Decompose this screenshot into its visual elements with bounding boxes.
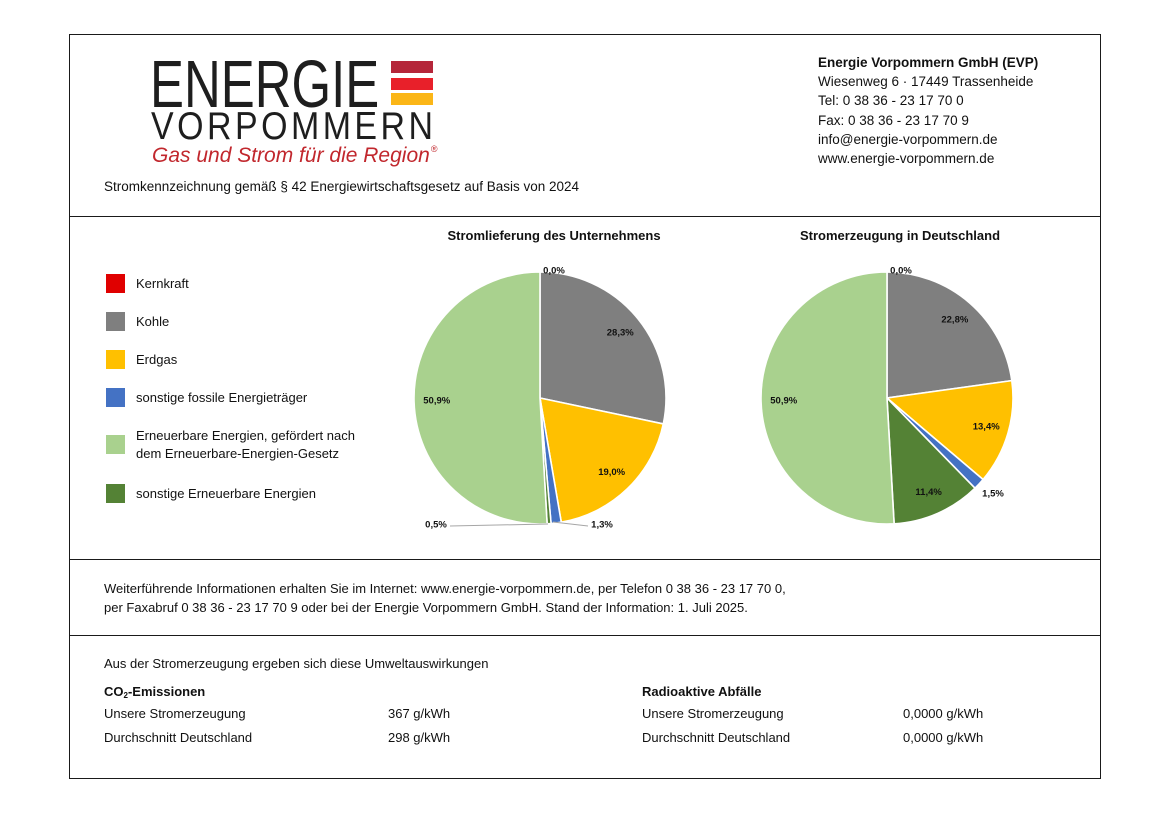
legend-label: Erdgas: [136, 352, 178, 367]
legend-swatch: [106, 435, 125, 454]
document-subtitle: Stromkennzeichnung gemäß § 42 Energiewir…: [104, 179, 580, 194]
pie-slice-erdgas: [539, 397, 665, 523]
company-name: Energie Vorpommern GmbH (EVP): [818, 55, 1039, 70]
data-label-erneuerbare-energien-gefoerdert-nach-dem-eeg: 50,9%: [770, 395, 797, 406]
legend-label: dem Erneuerbare-Energien-Gesetz: [136, 446, 340, 461]
logo-wordmark-energie: ENERGIE: [150, 47, 380, 122]
chart-title-deutschland: Stromerzeugung in Deutschland: [799, 228, 1001, 243]
data-label-sonstige-erneuerbare-energien: 11,4%: [915, 487, 942, 498]
leader-line: [449, 523, 549, 527]
radioactive-row-label: Unsere Stromerzeugung: [642, 706, 784, 721]
co2-heading: CO2-Emissionen: [104, 684, 205, 704]
legend-swatch: [106, 350, 125, 369]
logo-stripe-darkred: [391, 61, 433, 73]
pie-chart-stromlieferung-des-unternehmens: 0,0% 28,3% 19,0% 1,3% 0,5% 50,9%: [413, 266, 667, 531]
impact-intro: Aus der Stromerzeugung ergeben sich dies…: [104, 656, 489, 671]
data-label-erdgas: 19,0%: [598, 467, 625, 478]
logo-tagline: Gas und Strom für die Region®: [152, 144, 438, 167]
co2-heading-suffix: -Emissionen: [127, 684, 206, 699]
data-label-kohle: 22,8%: [941, 315, 968, 326]
data-label-kernkraft: 0,0%: [543, 266, 565, 277]
company-address: Wiesenweg 6 · 17449 Trassenheide: [818, 74, 1034, 90]
legend-label: Kohle: [136, 314, 170, 329]
pie-charts: 0,0% 28,3% 19,0% 1,3% 0,5% 50,9% 0,0% 22,8% 13,4…: [413, 266, 1014, 531]
info-line-1: Weiterführende Informationen erhalten Si…: [104, 581, 786, 596]
logo-stripe-yellow: [391, 93, 433, 105]
co2-row-label: Durchschnitt Deutschland: [104, 730, 253, 745]
company-contact: Energie Vorpommern GmbH (EVP) Wiesenweg …: [818, 53, 1038, 168]
legend-swatch: [106, 312, 125, 331]
logo-stripe-red: [391, 78, 433, 90]
co2-row-label: Unsere Stromerzeugung: [104, 706, 246, 721]
company-email-link[interactable]: info@energie-vorpommern.de: [818, 131, 998, 147]
radioactive-row-value: 0,0000 g/kWh: [903, 730, 984, 745]
registered-mark-icon: ®: [430, 144, 438, 154]
pie-slice-kohle: [539, 271, 667, 425]
data-label-sonstige-erneuerbare-energien: 0,5%: [425, 520, 447, 531]
company-phone: Tel: 0 38 36 - 23 17 70 0: [818, 93, 964, 109]
data-label-erdgas: 13,4%: [973, 421, 1000, 432]
legend-label: sonstige Erneuerbare Energien: [136, 486, 316, 501]
legend-label: Kernkraft: [136, 276, 189, 291]
info-line-2: per Faxabruf 0 38 36 - 23 17 70 9 oder b…: [104, 599, 748, 615]
logo-tagline-text: Gas und Strom für die Region: [152, 144, 430, 167]
co2-row-value: 298 g/kWh: [388, 730, 451, 745]
data-label-sonstige-fossile-energietraeger: 1,3%: [591, 520, 613, 531]
data-label-kernkraft: 0,0%: [890, 266, 912, 277]
section-divider: [69, 559, 1101, 560]
pie-slice-sonstige-erneuerbare-energien: [886, 397, 976, 525]
legend-swatch: [106, 484, 125, 503]
co2-row-value: 367 g/kWh: [388, 706, 451, 721]
legend-swatch: [106, 274, 125, 293]
company-fax: Fax: 0 38 36 - 23 17 70 9: [818, 112, 969, 128]
chart-title-unternehmen: Stromlieferung des Unternehmens: [447, 228, 661, 243]
radioactive-heading: Radioaktive Abfälle: [642, 684, 762, 699]
document-frame: [69, 34, 1101, 779]
co2-heading-prefix: CO: [104, 684, 124, 699]
data-label-kohle: 28,3%: [607, 327, 634, 338]
info-text: Weiterführende Informationen erhalten Si…: [104, 580, 786, 617]
pie-chart-stromerzeugung-in-deutschland: 0,0% 22,8% 13,4% 1,5% 11,4% 50,9%: [760, 266, 1014, 525]
radioactive-row-label: Durchschnitt Deutschland: [642, 730, 791, 745]
co2-heading-sub: 2: [123, 691, 128, 700]
pie-slice-kohle: [886, 271, 1013, 399]
leader-line: [552, 521, 589, 527]
section-divider: [69, 216, 1101, 217]
data-label-sonstige-fossile-energietraeger: 1,5%: [982, 489, 1004, 500]
legend-label: sonstige fossile Energieträger: [136, 390, 308, 405]
section-divider: [69, 635, 1101, 636]
legend-swatch: [106, 388, 125, 407]
radioactive-row-value: 0,0000 g/kWh: [903, 706, 984, 721]
pie-slice-erneuerbare-energien-gefoerdert-nach-dem-eeg: [413, 271, 548, 525]
data-label-erneuerbare-energien-gefoerdert-nach-dem-eeg: 50,9%: [423, 395, 450, 406]
logo-wordmark-vorpommern: VORPOMMERN: [151, 105, 437, 148]
legend-label: Erneuerbare Energien, gefördert nach: [136, 428, 355, 443]
pie-slice-erneuerbare-energien-gefoerdert-nach-dem-eeg: [760, 271, 895, 525]
pie-slice-erdgas: [886, 379, 1014, 481]
company-website-link[interactable]: www.energie-vorpommern.de: [818, 151, 995, 167]
